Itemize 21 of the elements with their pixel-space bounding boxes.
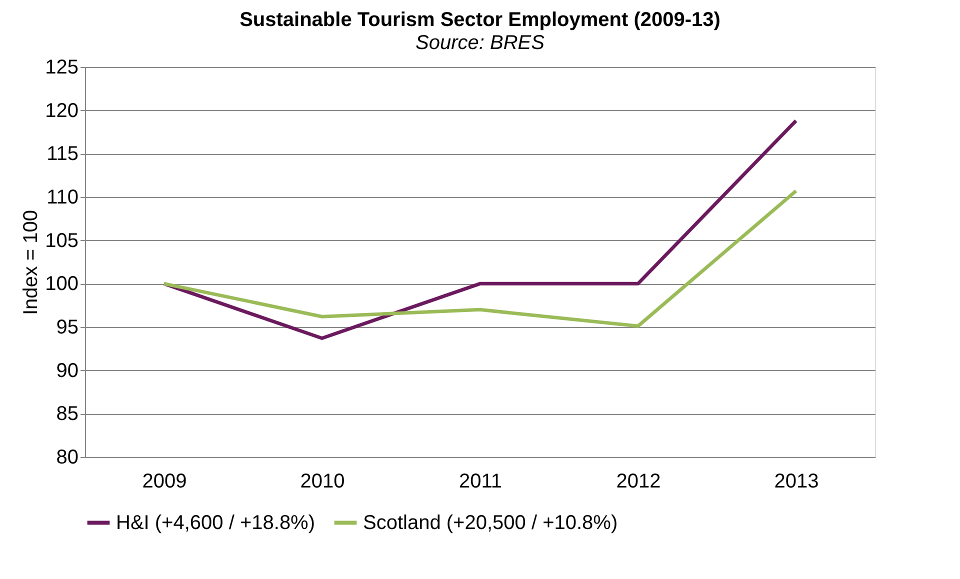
x-tick-label: 2013 <box>774 470 819 492</box>
chart-title: Sustainable Tourism Sector Employment (2009-13) <box>240 9 720 31</box>
y-tick-label: 80 <box>56 446 78 468</box>
chart-subtitle: Source: BRES <box>416 32 546 54</box>
y-tick-label: 85 <box>56 403 78 426</box>
x-tick-label: 2012 <box>616 470 661 492</box>
x-tick-label: 2010 <box>300 470 345 492</box>
y-axis-title: Index = 100 <box>20 210 42 316</box>
y-tick-label: 105 <box>45 230 78 252</box>
y-tick-label: 110 <box>46 186 78 208</box>
legend-label: H&I (+4,600 / +18.8%) <box>116 512 316 534</box>
y-tick-label: 125 <box>45 56 78 78</box>
y-tick-label: 95 <box>56 316 78 338</box>
x-tick-label: 2011 <box>458 470 502 492</box>
x-tick-label: 2009 <box>142 470 187 492</box>
y-tick-label: 120 <box>45 100 78 122</box>
legend-label: Scotland (+20,500 / +10.8%) <box>363 512 618 534</box>
y-tick-label: 115 <box>46 143 78 166</box>
line-series <box>162 189 798 328</box>
y-tick-label: 90 <box>56 360 78 382</box>
y-tick-label: 100 <box>45 273 78 296</box>
